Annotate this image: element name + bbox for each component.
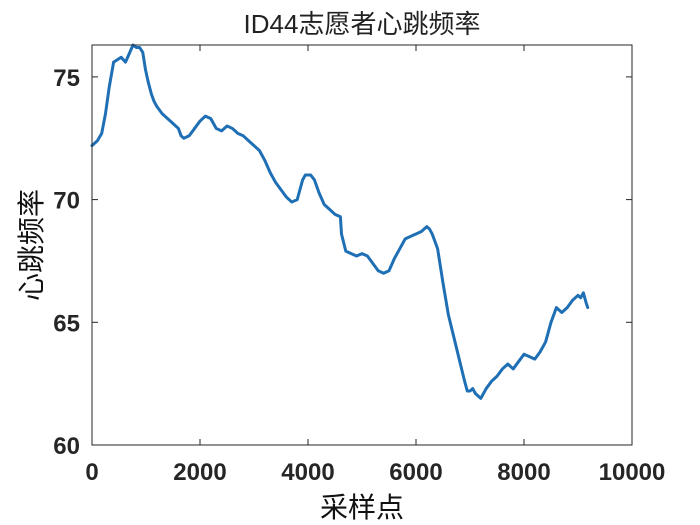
y-axis-ticks: 60 65 70 75 <box>53 65 632 460</box>
x-tick-label: 8000 <box>497 459 550 486</box>
x-tick-label: 0 <box>85 459 98 486</box>
y-tick-label: 70 <box>53 188 80 215</box>
y-tick-label: 75 <box>53 65 80 92</box>
y-axis-label: 心跳频率 <box>15 189 48 301</box>
y-tick-label: 65 <box>53 310 80 337</box>
x-tick-label: 10000 <box>599 459 666 486</box>
x-tick-label: 6000 <box>389 459 442 486</box>
series-line <box>90 43 590 400</box>
plot-frame <box>91 44 633 446</box>
x-tick-label: 4000 <box>281 459 334 486</box>
chart-title: ID44志愿者心跳频率 <box>244 9 481 39</box>
y-tick-label: 60 <box>53 433 80 460</box>
x-tick-label: 2000 <box>173 459 226 486</box>
x-axis-ticks: 0 2000 4000 6000 8000 10000 <box>85 45 665 486</box>
plot-area-background <box>92 45 632 445</box>
x-axis-label: 采样点 <box>320 491 404 524</box>
series-layer <box>90 43 590 400</box>
